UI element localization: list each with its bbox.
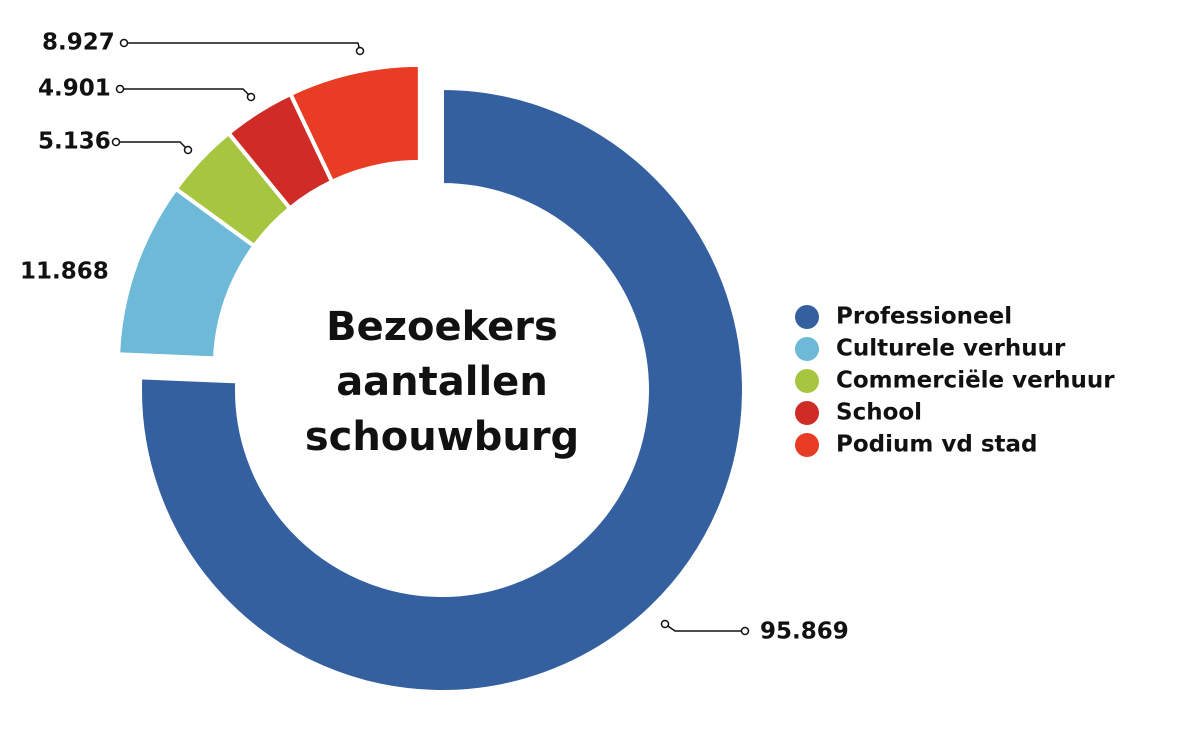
legend-label: School <box>836 400 922 426</box>
legend-label: Commerciële verhuur <box>836 368 1115 394</box>
leader-dot <box>246 92 256 102</box>
value-label: 95.869 <box>760 619 849 645</box>
leader-dot <box>355 46 365 56</box>
leader-line <box>116 141 189 151</box>
legend-swatch <box>795 401 819 425</box>
leader-dot <box>183 145 193 155</box>
value-label: 8.927 <box>42 30 115 56</box>
leader-dot <box>119 38 129 48</box>
value-label: 11.868 <box>20 259 109 285</box>
leader-dot <box>111 137 121 147</box>
donut-segment <box>287 62 422 185</box>
value-label: 4.901 <box>38 76 111 102</box>
chart-title: Bezoekers aantallen schouwburg <box>304 304 580 460</box>
legend-swatch <box>795 305 819 329</box>
leader-dot <box>660 619 670 629</box>
legend-label: Culturele verhuur <box>836 336 1066 362</box>
value-label: 5.136 <box>38 129 111 155</box>
leader-line <box>664 623 745 632</box>
legend-swatch <box>795 433 819 457</box>
leader-line <box>124 42 361 52</box>
leader-dot <box>740 626 750 636</box>
leader-line <box>120 88 252 98</box>
legend-swatch <box>795 369 819 393</box>
legend-label: Podium vd stad <box>836 432 1038 458</box>
leader-dot <box>115 84 125 94</box>
legend-swatch <box>795 337 819 361</box>
donut-segment <box>138 85 746 694</box>
legend-label: Professioneel <box>836 304 1012 330</box>
